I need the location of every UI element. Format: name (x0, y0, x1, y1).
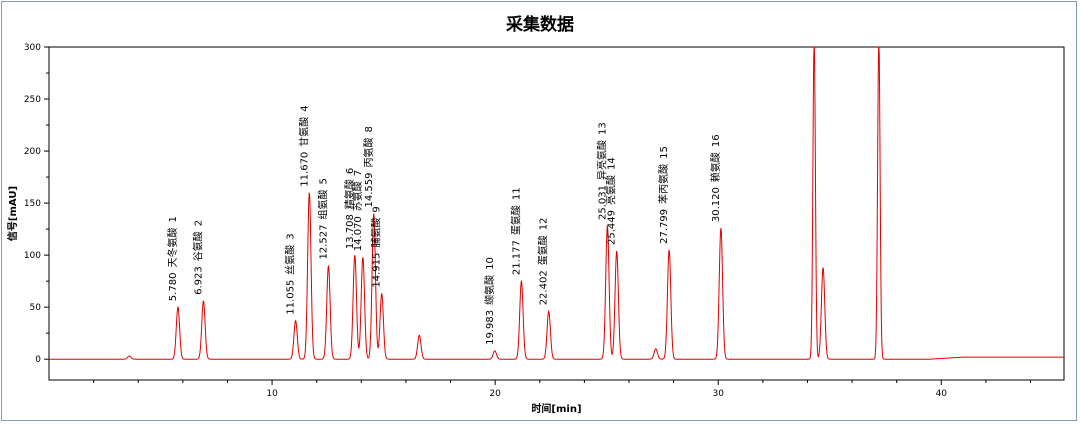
y-tick-label: 300 (24, 43, 41, 53)
peak-label-name: 苏氨酸 (351, 181, 364, 211)
peak-label-number: 2 (193, 220, 204, 226)
peak-label-number: 3 (286, 233, 297, 239)
peak-label-number: 10 (485, 257, 496, 270)
peak-label-time: 14.915 (372, 253, 383, 288)
peak-label-time: 19.983 (485, 310, 496, 345)
peak-label-time: 6.923 (193, 266, 204, 295)
peak-label-time: 25.031 (597, 185, 608, 220)
chart-title: 采集数据 (506, 15, 574, 35)
peak-label-time: 5.780 (168, 273, 179, 302)
peak-label-time: 22.402 (539, 270, 550, 305)
peak-label-name: 蛋氨酸 (537, 235, 550, 265)
peak-label: 25.449 亮氨酸 14 (605, 157, 618, 245)
x-axis-label: 时间[min] (531, 402, 581, 415)
tick-labels: 0 50 100 150 200 250 300 10 20 30 40 (24, 43, 947, 399)
x-tick-label: 10 (266, 389, 278, 399)
x-tick-label: 20 (489, 389, 501, 399)
peak-label-name: 丙氨酸 (362, 138, 375, 168)
axes (44, 46, 1065, 385)
y-tick-label: 100 (24, 251, 41, 261)
peak-label-time: 13.708 (345, 214, 356, 249)
peak-label: 13.708 精氨酸 6 (343, 168, 356, 249)
peak-label-number: 9 (372, 206, 383, 212)
signal-trace (49, 46, 1064, 360)
peak-label-name: 天冬氨酸 (166, 228, 179, 268)
peak-label-name: 蛋氨酸 (509, 205, 522, 235)
peak-label-name: 精氨酸 (343, 179, 356, 209)
peak-label: 11.055 丝氨酸 3 (284, 233, 297, 314)
peak-label-name: 丝氨酸 (284, 245, 297, 275)
peak-label-number: 12 (539, 218, 550, 231)
peak-label-name: 赖氨酸 (709, 152, 722, 182)
y-tick-label: 0 (35, 355, 41, 365)
peak-label-number: 1 (168, 216, 179, 222)
peak-labels: 5.780天冬氨酸16.923谷氨酸211.055丝氨酸311.670甘氨酸41… (166, 105, 722, 345)
series-line (49, 46, 1064, 360)
peak-label-number: 13 (597, 122, 608, 135)
peak-label: 14.915 脯氨酸 9 (370, 206, 383, 287)
peak-label: 11.670 甘氨酸 4 (297, 105, 310, 186)
peak-label-number: 7 (353, 170, 364, 176)
peak-label-time: 30.120 (711, 187, 722, 222)
peak-label-number: 16 (711, 134, 722, 147)
peak-label: 27.799 苯丙氨酸 15 (657, 146, 670, 244)
y-tick-label: 250 (24, 95, 41, 105)
peak-label-time: 14.559 (364, 173, 375, 208)
peak-label-time: 11.670 (299, 152, 310, 187)
plot-area (48, 46, 1065, 381)
peak-label-name: 异亮氨酸 (595, 140, 608, 180)
peak-label-time: 21.177 (511, 240, 522, 275)
peak-label: 14.559 丙氨酸 8 (362, 126, 375, 207)
peak-label-time: 14.070 (353, 216, 364, 251)
peak-label-number: 14 (607, 157, 618, 170)
peak-label-number: 5 (318, 178, 329, 184)
peak-label-time: 25.449 (607, 210, 618, 245)
peak-label-name: 谷氨酸 (191, 231, 204, 261)
peak-label-name: 甘氨酸 (297, 117, 310, 147)
peak-label: 6.923 谷氨酸 2 (191, 220, 204, 295)
peak-label-name: 亮氨酸 (605, 175, 618, 205)
y-axis-label: 信号[mAU] (6, 186, 19, 241)
peak-label-number: 4 (299, 105, 310, 111)
peak-label-time: 27.799 (659, 209, 670, 244)
peak-label: 19.983 缬氨酸 10 (483, 257, 496, 345)
y-tick-label: 200 (24, 147, 41, 157)
y-tick-label: 150 (24, 199, 41, 209)
x-tick-label: 40 (936, 389, 948, 399)
x-tick-label: 30 (713, 389, 725, 399)
peak-label-number: 8 (364, 126, 375, 132)
peak-label-name: 组氨酸 (316, 190, 329, 220)
peak-label: 14.070 苏氨酸 7 (351, 170, 364, 251)
peak-label-name: 脯氨酸 (370, 218, 383, 248)
peak-label-name: 苯丙氨酸 (657, 164, 670, 204)
peak-label: 25.031 异亮氨酸 13 (595, 122, 608, 220)
peak-label-number: 11 (511, 187, 522, 200)
peak-label: 22.402 蛋氨酸 12 (537, 218, 550, 306)
peak-label: 12.527 组氨酸 5 (316, 178, 329, 259)
peak-label: 30.120 赖氨酸 16 (709, 134, 722, 222)
peak-label-time: 12.527 (318, 225, 329, 260)
peak-label-number: 6 (345, 168, 356, 174)
peak-label-name: 缬氨酸 (483, 275, 496, 305)
peak-label: 21.177 蛋氨酸 11 (509, 187, 522, 275)
peak-label-time: 11.055 (286, 280, 297, 315)
peak-label-number: 15 (659, 146, 670, 159)
y-tick-label: 50 (30, 303, 42, 313)
peak-label: 5.780 天冬氨酸 1 (166, 216, 179, 301)
